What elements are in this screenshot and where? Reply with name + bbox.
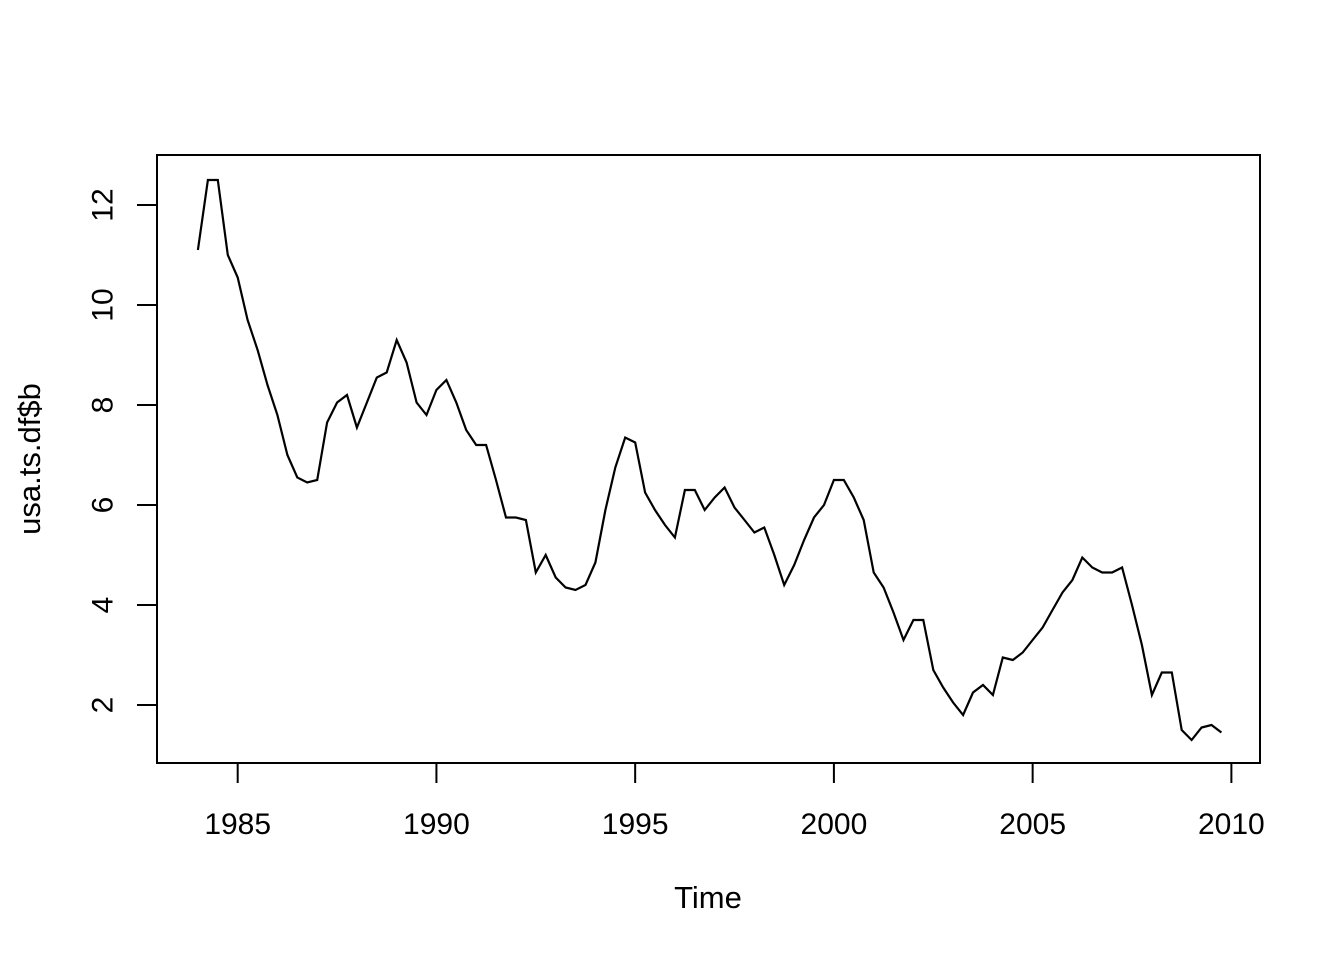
y-axis-title: usa.ts.df$b [12, 383, 47, 535]
y-tick-label: 4 [87, 597, 120, 614]
x-tick-label: 1995 [602, 808, 669, 841]
x-tick-label: 2005 [999, 808, 1066, 841]
x-tick-label: 2010 [1198, 808, 1265, 841]
x-tick-label: 1990 [403, 808, 470, 841]
y-tick-label: 12 [87, 188, 120, 221]
x-tick-label: 2000 [801, 808, 868, 841]
y-axis: 2 4 6 8 10 12 [87, 188, 157, 714]
plot-box [156, 154, 1261, 764]
x-tick-label: 1985 [204, 808, 271, 841]
y-tick-label: 2 [87, 697, 120, 714]
x-axis: 1985 1990 1995 2000 2005 2010 [204, 763, 1265, 841]
x-axis-title: Time [674, 880, 742, 915]
y-tick-label: 8 [87, 397, 120, 414]
y-tick-label: 6 [87, 497, 120, 514]
y-tick-label: 10 [87, 288, 120, 321]
time-series-line [196, 178, 1223, 742]
